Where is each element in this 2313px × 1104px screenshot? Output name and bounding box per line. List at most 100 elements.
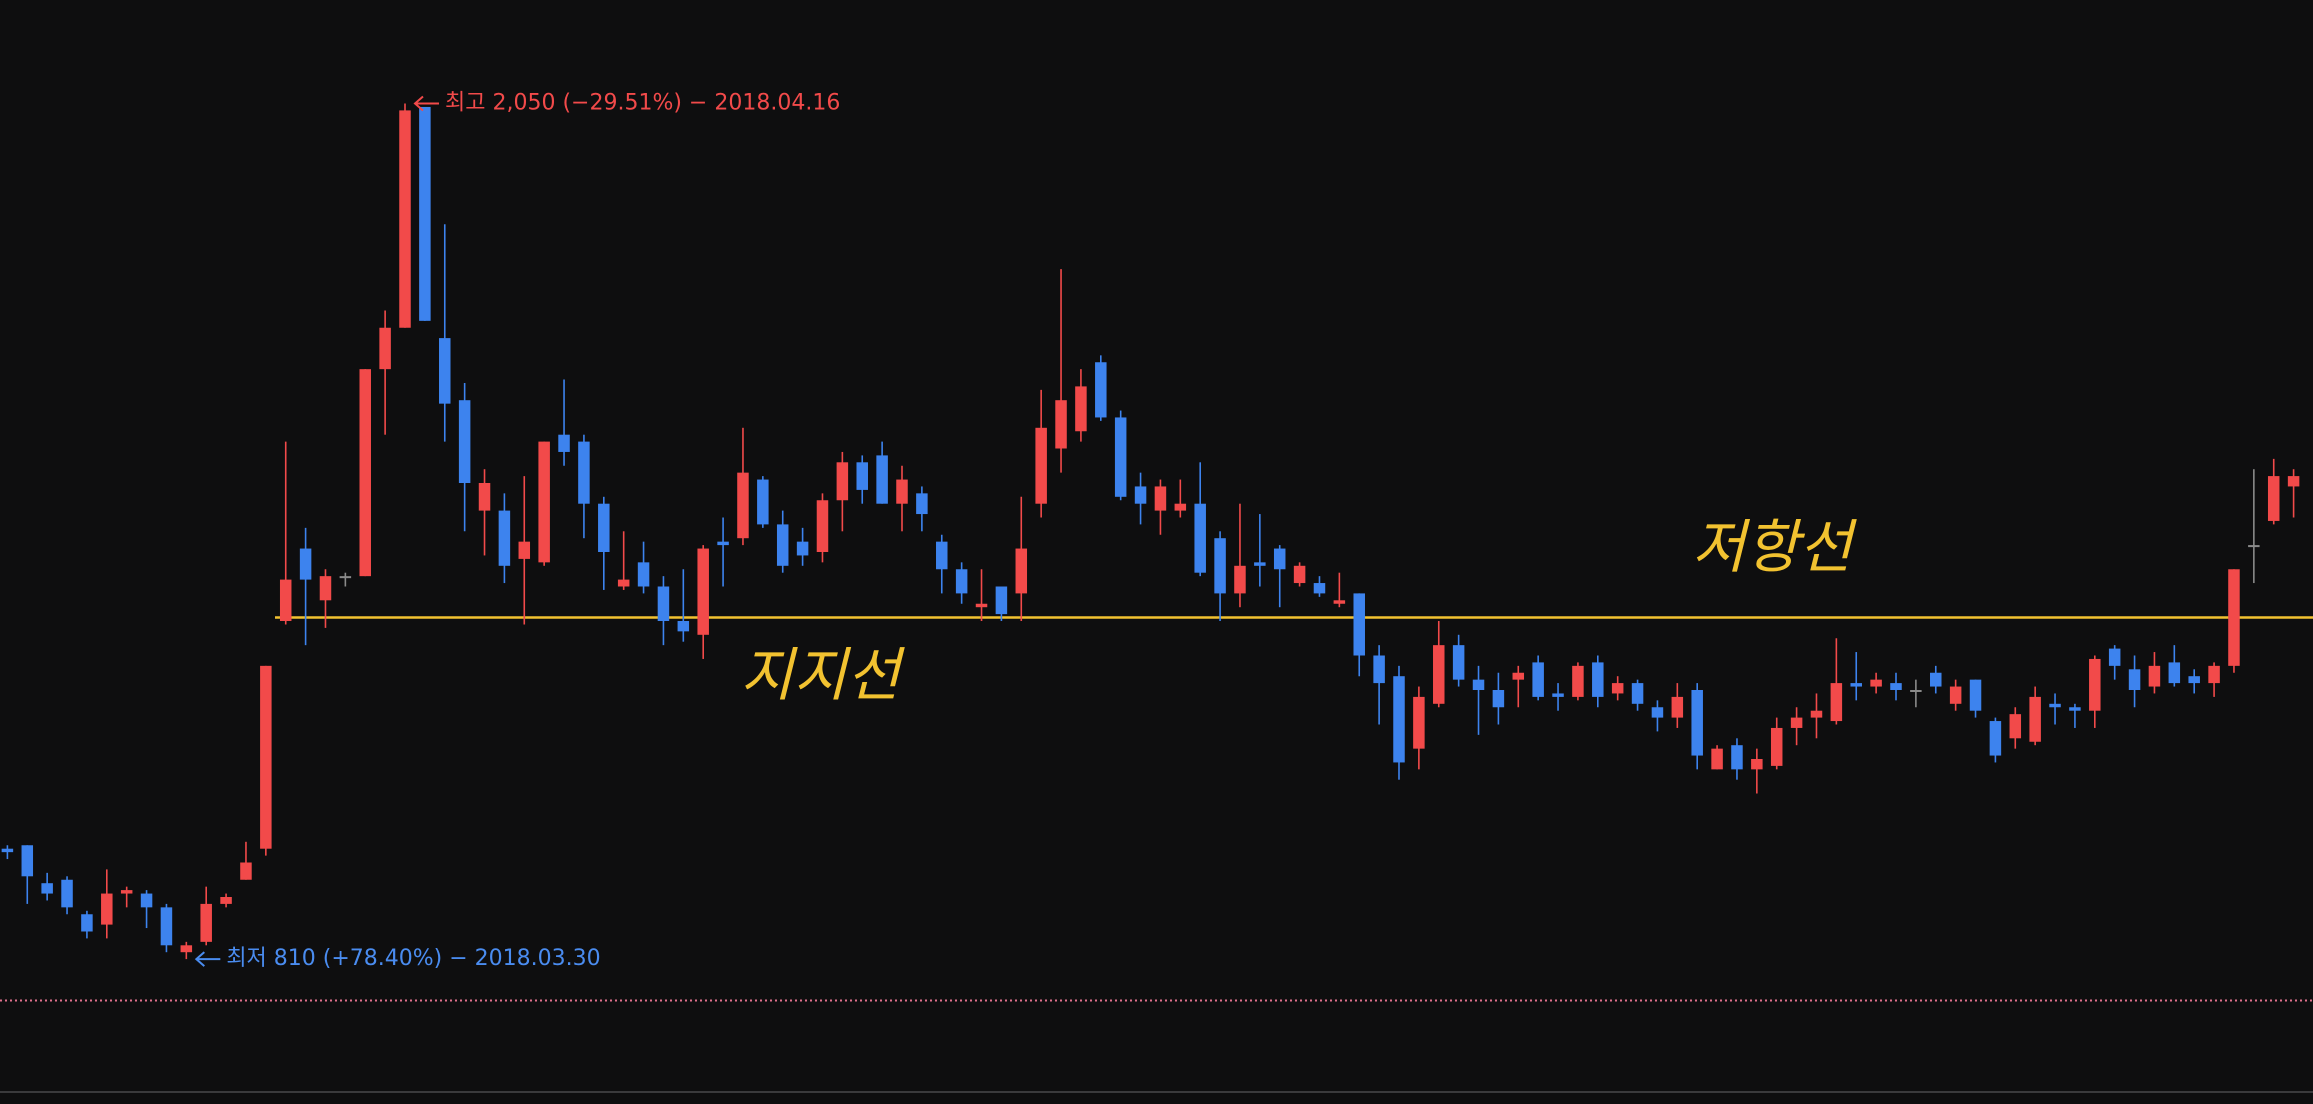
candle-body xyxy=(637,562,650,587)
candle-body xyxy=(2029,696,2041,742)
candle-body xyxy=(1592,662,1604,697)
candle-body xyxy=(1433,645,1445,704)
candle-body xyxy=(2108,648,2121,666)
candle-body xyxy=(1254,562,1266,566)
candle-body xyxy=(1572,665,1584,697)
candle-body xyxy=(1472,679,1485,690)
candle-body xyxy=(1691,690,1703,756)
price-lines xyxy=(0,616,2313,1002)
candle-body xyxy=(2188,676,2200,684)
candle-body xyxy=(1035,427,1047,504)
candle-body xyxy=(1930,672,1942,687)
candle-body xyxy=(776,524,789,566)
candle-body xyxy=(757,479,769,525)
candle-body xyxy=(458,400,471,483)
candle-body xyxy=(1770,727,1783,766)
candle-body xyxy=(1711,748,1723,770)
candle-body xyxy=(1671,696,1684,718)
candle-body xyxy=(1751,759,1763,770)
candle-body xyxy=(1015,548,1028,594)
candle-body xyxy=(1830,683,1843,722)
candle-body xyxy=(936,541,948,570)
candle-body xyxy=(737,472,749,539)
annotations: 최고 2,050 (−29.51%) − 2018.04.16 최저 810 (+… xyxy=(194,91,840,971)
candle-body xyxy=(1333,600,1346,604)
annotation-arrowhead xyxy=(194,951,205,967)
candle-body xyxy=(279,579,292,621)
candle-body xyxy=(1552,693,1564,697)
candle-body xyxy=(856,462,868,490)
candle-body xyxy=(81,914,93,932)
candle-body xyxy=(140,893,153,908)
candle-body xyxy=(916,493,928,515)
candle-body xyxy=(2168,662,2181,684)
candle-body xyxy=(1850,683,1862,687)
candle-body xyxy=(598,503,610,552)
candle-body xyxy=(1492,690,1505,708)
candle-body xyxy=(677,621,690,632)
candle-body xyxy=(1810,710,1823,718)
candle-body xyxy=(2069,707,2081,711)
candle-body xyxy=(1731,745,1743,770)
candle-body xyxy=(1313,583,1326,594)
candle-body xyxy=(1234,565,1246,594)
candle-body xyxy=(101,893,113,925)
candle-body xyxy=(419,106,431,321)
candle-body xyxy=(260,665,272,849)
candle-body xyxy=(697,548,709,635)
candle-body xyxy=(896,479,908,504)
candle-body xyxy=(2228,569,2240,666)
candle-body xyxy=(1910,690,1922,692)
candle-body xyxy=(1194,503,1206,573)
candle-body xyxy=(1134,486,1147,504)
candle-body xyxy=(1055,400,1067,449)
candle-body xyxy=(1,848,14,853)
candle-body xyxy=(816,500,829,552)
candle-body xyxy=(339,576,352,579)
candle-body xyxy=(2009,714,2022,739)
candle-body xyxy=(160,907,173,946)
candle-body xyxy=(1214,538,1226,594)
candle-body xyxy=(1790,717,1803,728)
candle-body xyxy=(21,845,34,877)
candle-body xyxy=(717,541,729,546)
candle-body xyxy=(180,945,193,953)
candle-body xyxy=(1353,593,1365,656)
candle-body xyxy=(299,548,312,580)
candle-body xyxy=(1651,707,1664,718)
candle-body xyxy=(1075,386,1087,432)
candle-body xyxy=(120,890,133,894)
candle-body xyxy=(2248,545,2260,548)
candle-body xyxy=(240,862,252,880)
candle-body xyxy=(2208,665,2220,684)
candle-body xyxy=(1452,645,1465,680)
candle-body xyxy=(1532,662,1544,697)
candles xyxy=(1,103,2300,960)
candle-body xyxy=(657,586,670,621)
candle-body xyxy=(498,510,511,566)
candle-body xyxy=(2128,669,2141,690)
candle-body xyxy=(518,541,531,559)
candle-body xyxy=(399,110,411,328)
candle-body xyxy=(617,579,630,587)
candle-body xyxy=(1293,565,1306,584)
candle-body xyxy=(1393,676,1405,763)
candle-body xyxy=(975,603,988,608)
candle-body xyxy=(359,369,371,577)
candle-body xyxy=(1989,721,2002,756)
candle-body xyxy=(319,576,332,601)
candle-body xyxy=(2148,665,2161,687)
candle-body xyxy=(2089,658,2101,711)
candle-body xyxy=(558,434,570,452)
candle-body xyxy=(876,455,888,504)
resistance-label: 저항선 xyxy=(1692,513,1858,581)
annotation-arrowhead xyxy=(413,95,424,112)
candle-body xyxy=(1890,683,1902,690)
candle-body xyxy=(61,879,73,908)
candle-body xyxy=(2267,476,2280,521)
candle-body xyxy=(1373,655,1385,684)
candle-body xyxy=(439,338,451,404)
candle-body xyxy=(1095,362,1107,418)
support-label: 지지선 xyxy=(740,641,906,709)
